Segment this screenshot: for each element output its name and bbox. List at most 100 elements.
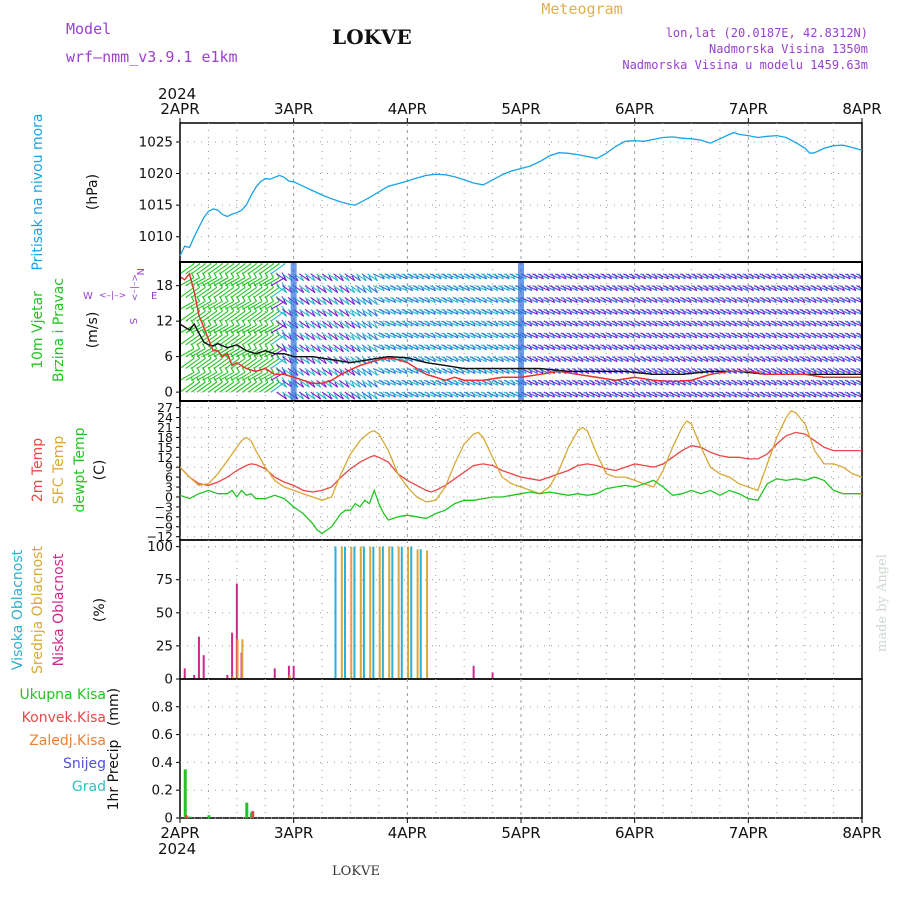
wind-barb [623, 296, 635, 303]
unit-pressure: (hPa) [85, 174, 101, 210]
wind-barb [247, 334, 263, 346]
ylabel-pressure: Pritisak na nivou mora [30, 113, 46, 270]
wind-barb [782, 308, 794, 315]
wind-barb-tick [300, 370, 305, 376]
wind-barb [611, 296, 624, 303]
wind-barb-tick [300, 275, 305, 282]
wind-barb [503, 332, 516, 339]
wind-barb-tick [322, 334, 327, 341]
wind-barb [714, 391, 726, 398]
wind-barb [435, 320, 447, 327]
wind-barb [361, 320, 373, 329]
wind-barb [264, 277, 280, 287]
wind-barb [753, 320, 766, 327]
wind-barb [759, 391, 771, 398]
wind-barb-tick [374, 382, 379, 388]
wind-barb [196, 348, 212, 358]
wind-barb-tick [374, 334, 379, 341]
wind-barb [668, 356, 680, 363]
wind-barb [338, 308, 350, 317]
bar-niska [472, 665, 475, 679]
wind-barb [350, 344, 361, 353]
x-tick-label-top: 6APR [615, 100, 654, 118]
wind-barb [327, 308, 339, 317]
wind-barb [742, 296, 754, 303]
wind-barb [776, 379, 788, 386]
wind-barb [458, 391, 470, 398]
wind-barb [378, 344, 391, 351]
wind-barb [270, 358, 286, 369]
wind-barb-tick [864, 333, 867, 338]
wind-barb [435, 332, 447, 339]
wind-barb [628, 356, 641, 363]
wind-barb [355, 320, 367, 329]
wind-barb [480, 320, 493, 327]
wind-barb [537, 320, 550, 327]
wind-barb [435, 379, 447, 386]
wind-barb-tick [368, 393, 373, 400]
wind-barb [463, 332, 476, 339]
wind-barb [350, 391, 361, 400]
wind-barb [634, 391, 646, 398]
wind-barb [355, 368, 367, 376]
wind-barb-tick [311, 322, 316, 329]
panel-frame [179, 122, 863, 263]
bar-ukupna [245, 802, 249, 818]
wind-barb [844, 285, 857, 292]
wind-barb [833, 285, 845, 292]
wind-barb [526, 273, 538, 280]
wind-barb [196, 310, 212, 322]
wind-barb [793, 344, 806, 351]
wind-barb [844, 367, 857, 374]
bar-niska [231, 632, 234, 679]
wind-barb [594, 320, 607, 327]
x-tick-label-bottom: 4APR [388, 824, 427, 842]
wind-barb [299, 308, 310, 317]
wind-barb [748, 308, 760, 315]
wind-barb [657, 308, 669, 315]
wind-barb [770, 296, 783, 303]
wind-barb [617, 273, 629, 280]
wind-barb [503, 273, 516, 280]
wind-barb [446, 308, 459, 315]
wind-barb [793, 391, 806, 398]
wind-barb [498, 285, 510, 292]
wind-barb [742, 285, 754, 292]
wind-barb [662, 285, 675, 292]
y-tick-label: −9 [155, 519, 173, 534]
wind-barb [628, 285, 641, 292]
wind-barb [816, 379, 828, 386]
bar-srednja [288, 675, 291, 679]
wind-barb-tick [305, 370, 310, 376]
wind-barb [498, 356, 510, 363]
wind-barb [594, 308, 607, 315]
wind-barb [606, 320, 618, 327]
wind-barb [503, 379, 516, 386]
wind-barb [281, 297, 293, 305]
wind-barb-tick [283, 334, 288, 341]
wind-barb [270, 300, 286, 310]
wind-barb [634, 332, 646, 339]
wind-barb [725, 296, 737, 303]
wind-barb [475, 332, 487, 339]
wind-barb [225, 324, 240, 334]
wind-barb [634, 308, 646, 315]
wind-barb [725, 356, 737, 363]
wind-barb [327, 368, 339, 376]
wind-barb [219, 277, 235, 287]
wind-barb [714, 356, 726, 363]
wind-barb [594, 391, 607, 398]
wind-barb [571, 273, 584, 280]
wind-barb [463, 391, 476, 398]
wind-barb [458, 285, 470, 292]
wind-barb [821, 273, 834, 280]
wind-barb [213, 287, 229, 298]
wind-barb [196, 334, 212, 346]
wind-barb [577, 308, 590, 315]
wind-barb [213, 324, 229, 334]
wind-barb-tick [317, 346, 322, 353]
wind-barb [611, 285, 624, 292]
wind-barb [424, 285, 436, 292]
wind-barb [623, 308, 635, 315]
wind-barb [225, 277, 240, 287]
